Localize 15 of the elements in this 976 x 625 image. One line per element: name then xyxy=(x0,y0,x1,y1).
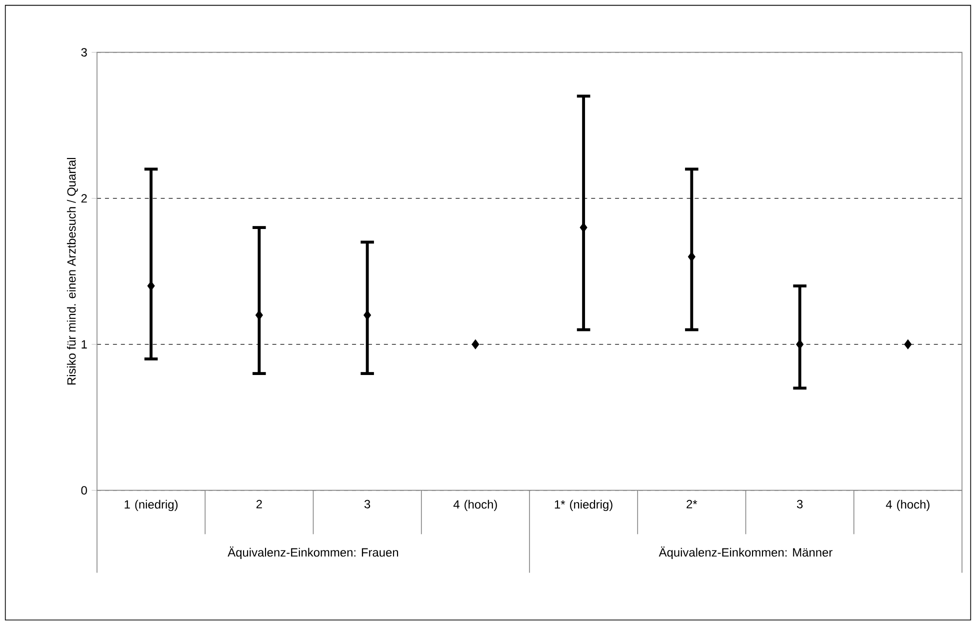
text: Äquivalenz-Einkommen: Männer xyxy=(658,546,832,559)
x-tick-label: 3 xyxy=(796,500,803,508)
x-tick-label: 1 (niedrig) xyxy=(124,500,178,511)
y-tick-label: 0 xyxy=(81,486,87,494)
x-tick-label: 2* xyxy=(686,500,698,508)
x-tick-label: 4 (hoch) xyxy=(886,500,930,511)
x-tick-label: 1* (niedrig) xyxy=(554,500,612,511)
y-tick-label: 1 xyxy=(82,340,87,348)
y-axis-title: Risiko für mind. einen Arztbesuch / Quartal xyxy=(66,158,78,384)
y-tick-label: 3 xyxy=(81,48,87,56)
x-tick-label: 3 xyxy=(364,500,370,508)
x-tick-label: 4 (hoch) xyxy=(453,500,497,511)
y-tick-label: 2 xyxy=(81,194,87,202)
x-tick-label: 2 xyxy=(256,500,262,508)
text: Äquivalenz-Einkommen: Frauen xyxy=(228,546,398,559)
